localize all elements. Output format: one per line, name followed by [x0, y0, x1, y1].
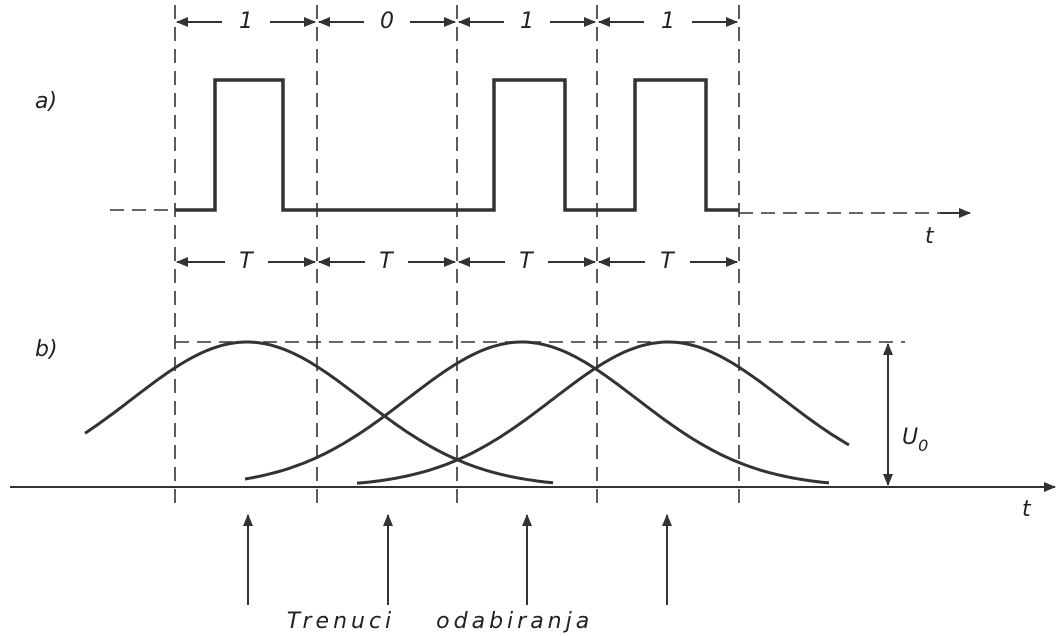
bit-label: 1	[661, 9, 675, 34]
amplitude-symbol: U	[902, 425, 918, 450]
bit-boundaries	[174, 5, 740, 505]
pulse-response	[356, 340, 850, 485]
pulse-response	[244, 340, 830, 485]
bit-label: 1	[239, 9, 253, 34]
pulse-train	[175, 78, 739, 212]
sampling-caption: Trenuci odabiranja	[287, 609, 593, 634]
period-label: T	[660, 249, 675, 274]
pulse-response	[84, 340, 554, 485]
period-label: T	[379, 249, 394, 274]
amplitude-label: U0	[902, 425, 928, 455]
period-label: T	[239, 249, 254, 274]
bit-label: 0	[380, 9, 394, 34]
period-label: T	[519, 249, 534, 274]
axis-label: t	[925, 224, 935, 249]
sampling-arrows	[243, 514, 672, 605]
bit-label: 1	[520, 9, 534, 34]
axis-label: t	[1022, 497, 1032, 522]
panel-label: b)	[35, 337, 58, 362]
amplitude-subscript: 0	[918, 436, 928, 455]
panel-label: a)	[35, 89, 57, 114]
